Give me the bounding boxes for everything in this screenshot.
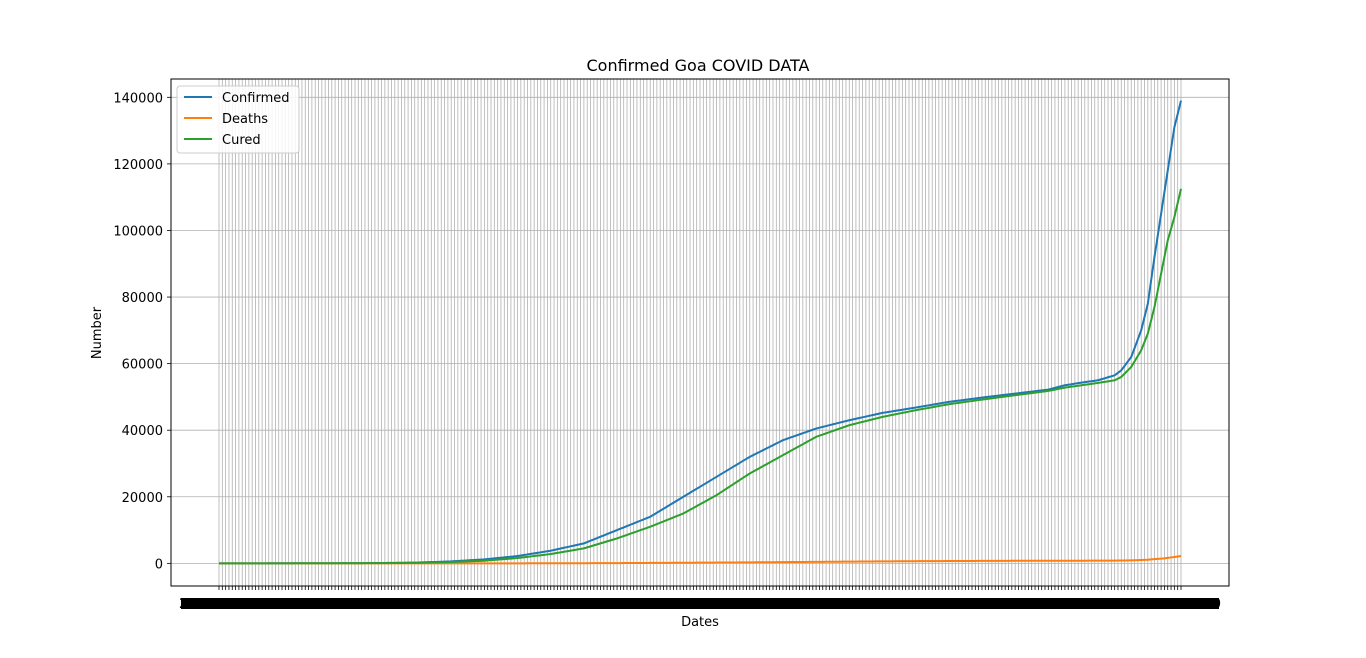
- legend-label-confirmed: Confirmed: [222, 91, 290, 106]
- y-grid: [171, 96, 1229, 564]
- legend: Confirmed Deaths Cured: [176, 85, 300, 154]
- y-tick-label: 80000: [122, 291, 163, 306]
- y-tick-label: 140000: [113, 91, 163, 106]
- x-axis: 2 2020: [179, 586, 1221, 612]
- y-tick-label: 20000: [122, 491, 163, 506]
- y-tick-label: 100000: [113, 224, 163, 239]
- series-group: [219, 100, 1182, 565]
- x-tick-labels-band: [181, 598, 1219, 609]
- x-tick-label-first: 2: [179, 597, 187, 612]
- chart-title: Confirmed Goa COVID DATA: [587, 56, 810, 75]
- legend-label-deaths: Deaths: [222, 112, 268, 127]
- y-axis: 0 20000 40000 60000 80000 100000 120000 140000: [113, 91, 171, 572]
- y-tick-label: 0: [155, 557, 163, 572]
- series-line-cured: [219, 188, 1182, 565]
- legend-box: [176, 85, 300, 154]
- y-tick-label: 120000: [113, 158, 163, 173]
- legend-label-cured: Cured: [222, 133, 261, 148]
- x-tick-label-last: 2020: [1188, 597, 1221, 612]
- x-axis-label: Dates: [681, 615, 719, 630]
- y-axis-label: Number: [90, 306, 105, 359]
- y-tick-label: 60000: [122, 358, 163, 373]
- y-tick-label: 40000: [122, 424, 163, 439]
